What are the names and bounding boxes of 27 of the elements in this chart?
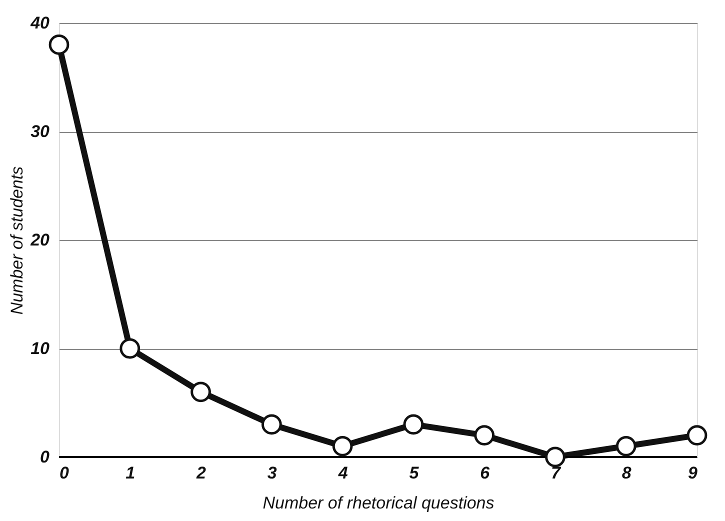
point [686, 425, 708, 446]
point [616, 436, 636, 456]
x-axis-title: Number of rhetorical questions [262, 494, 495, 512]
x-tick-label: 6 [480, 464, 490, 482]
point [403, 414, 424, 435]
y-tick-label: 10 [30, 339, 50, 358]
point [474, 425, 495, 446]
x-tick-label: 1 [126, 464, 136, 482]
point [120, 338, 140, 359]
point [48, 34, 70, 55]
x-tick-label: 0 [60, 464, 70, 482]
x-tick-label: 4 [337, 464, 348, 482]
point [190, 382, 211, 402]
y-tick-label: 40 [30, 14, 50, 32]
point [332, 436, 353, 456]
point [261, 414, 282, 435]
x-tick-label: 9 [688, 464, 698, 482]
point [545, 446, 566, 468]
y-tick-label: 0 [40, 448, 50, 466]
x-tick-label: 7 [550, 464, 562, 482]
x-tick-label: 2 [196, 464, 207, 482]
x-tick-label: 3 [267, 464, 278, 482]
x-tick-label: 8 [622, 464, 632, 482]
y-axis-title: Number of students [8, 166, 27, 315]
y-tick-label: 20 [30, 230, 50, 250]
y-tick-label: 30 [30, 122, 50, 141]
x-tick-label: 5 [409, 464, 420, 482]
